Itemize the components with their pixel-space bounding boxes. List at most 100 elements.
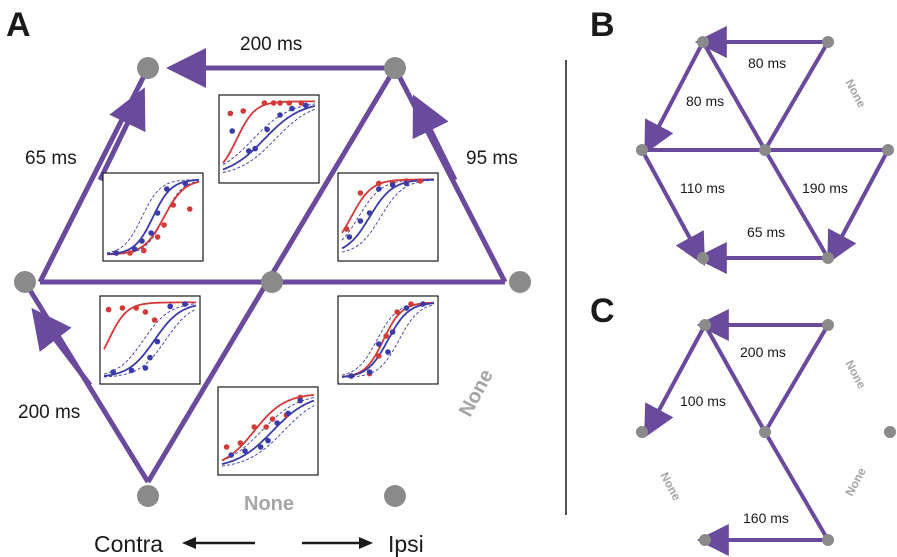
blue-data-point bbox=[265, 437, 271, 444]
red-data-point bbox=[417, 178, 423, 184]
node-c-bottom-right bbox=[822, 534, 834, 546]
red-data-point bbox=[286, 100, 293, 106]
arrow-a-left bbox=[97, 87, 146, 182]
red-data-point bbox=[394, 309, 400, 315]
inset-plot-top bbox=[218, 94, 320, 184]
arrow-contra-head bbox=[182, 537, 196, 549]
label-c-left: 100 ms bbox=[680, 393, 726, 409]
arrow-ipsi-head bbox=[359, 537, 373, 549]
node-a-center bbox=[261, 271, 283, 293]
label-c-bottom: 160 ms bbox=[743, 510, 789, 526]
blue-fit-line bbox=[221, 399, 315, 465]
label-a-right: 95 ms bbox=[466, 148, 518, 169]
blue-data-point bbox=[289, 105, 295, 112]
arrow-b-right bbox=[827, 149, 890, 264]
node-c-left bbox=[636, 426, 648, 438]
red-data-point bbox=[298, 100, 304, 106]
red-data-point bbox=[408, 301, 414, 307]
node-b-top-left bbox=[697, 36, 709, 48]
red-data-point bbox=[357, 190, 364, 196]
blue-data-point bbox=[252, 145, 258, 152]
red-data-point bbox=[105, 306, 112, 313]
red-fit-line bbox=[106, 180, 200, 256]
label-ipsi: Ipsi bbox=[388, 531, 424, 557]
blue-ci-line bbox=[103, 303, 197, 375]
blue-data-point bbox=[403, 305, 410, 311]
blue-ci-line bbox=[341, 304, 435, 378]
node-a-top-right bbox=[384, 57, 406, 79]
blue-data-point bbox=[274, 420, 280, 426]
arrow-a-right bbox=[412, 94, 458, 182]
red-data-point bbox=[270, 100, 277, 106]
node-b-top-right bbox=[822, 36, 834, 48]
red-data-point bbox=[151, 317, 158, 323]
red-data-point bbox=[227, 110, 234, 117]
direction-axis: Contra Ipsi bbox=[94, 531, 424, 557]
blue-data-point bbox=[389, 329, 396, 335]
red-data-point bbox=[119, 305, 126, 311]
node-b-bottom-left bbox=[697, 252, 709, 264]
arrow-c-left bbox=[644, 324, 707, 438]
blue-ci-line bbox=[222, 108, 316, 173]
blue-data-point bbox=[182, 301, 188, 307]
label-c-none-right: None bbox=[842, 358, 869, 391]
red-data-point bbox=[251, 424, 257, 430]
red-data-point bbox=[263, 424, 269, 430]
blue-data-point bbox=[113, 250, 119, 256]
blue-data-point bbox=[154, 338, 161, 345]
label-b-bottom: 65 ms bbox=[747, 224, 785, 240]
node-c-top-left bbox=[699, 319, 711, 331]
label-a-none-bottom: None bbox=[244, 493, 294, 515]
blue-data-point bbox=[164, 186, 170, 192]
blue-data-point bbox=[285, 410, 292, 417]
blue-data-point bbox=[366, 210, 373, 216]
red-data-point bbox=[237, 440, 244, 446]
panel-a: A bbox=[6, 6, 531, 557]
panel-a-insets bbox=[99, 94, 439, 476]
red-data-point bbox=[269, 416, 276, 422]
blue-data-point bbox=[242, 448, 248, 454]
red-data-point bbox=[240, 108, 247, 114]
label-c-none-left: None bbox=[657, 470, 684, 503]
label-b-left: 110 ms bbox=[680, 180, 725, 196]
blue-data-point bbox=[148, 230, 154, 236]
blue-data-point bbox=[245, 148, 252, 154]
inset-plot-lower-right bbox=[337, 295, 439, 385]
blue-data-point bbox=[228, 452, 234, 458]
red-data-point bbox=[277, 100, 283, 106]
blue-data-point bbox=[131, 246, 138, 252]
edge-c-1 bbox=[703, 324, 767, 433]
blue-ci-line bbox=[106, 179, 199, 254]
node-c-bottom-left bbox=[699, 534, 711, 546]
label-b-right: 190 ms bbox=[802, 180, 848, 196]
blue-data-point bbox=[110, 369, 116, 375]
blue-data-point bbox=[303, 102, 309, 109]
blue-data-point bbox=[147, 354, 153, 361]
panel-c-edges bbox=[644, 309, 830, 556]
blue-data-point bbox=[376, 186, 382, 192]
edge-b-2 bbox=[763, 40, 830, 152]
red-data-point bbox=[223, 444, 230, 450]
panel-b-nodes bbox=[636, 36, 894, 264]
panel-b-letter: B bbox=[590, 6, 615, 44]
panel-a-nodes bbox=[14, 57, 531, 507]
node-c-right bbox=[884, 426, 896, 438]
node-a-top-left bbox=[137, 57, 159, 79]
blue-fit-line bbox=[341, 302, 435, 378]
panel-a-letter: A bbox=[6, 6, 31, 44]
blue-data-point bbox=[277, 112, 283, 118]
blue-data-point bbox=[257, 444, 264, 450]
inset-plot-bottom bbox=[217, 386, 319, 476]
blue-ci-line bbox=[221, 405, 315, 467]
red-data-point bbox=[170, 202, 177, 208]
node-b-bottom-right bbox=[822, 252, 834, 264]
label-b-top: 80 ms bbox=[748, 55, 786, 71]
blue-data-point bbox=[376, 341, 382, 347]
edge-c-3 bbox=[763, 430, 830, 542]
red-data-point bbox=[142, 309, 149, 315]
blue-data-point bbox=[297, 397, 303, 404]
blue-data-point bbox=[142, 365, 149, 371]
label-contra: Contra bbox=[94, 531, 163, 557]
label-c-top: 200 ms bbox=[740, 344, 786, 360]
